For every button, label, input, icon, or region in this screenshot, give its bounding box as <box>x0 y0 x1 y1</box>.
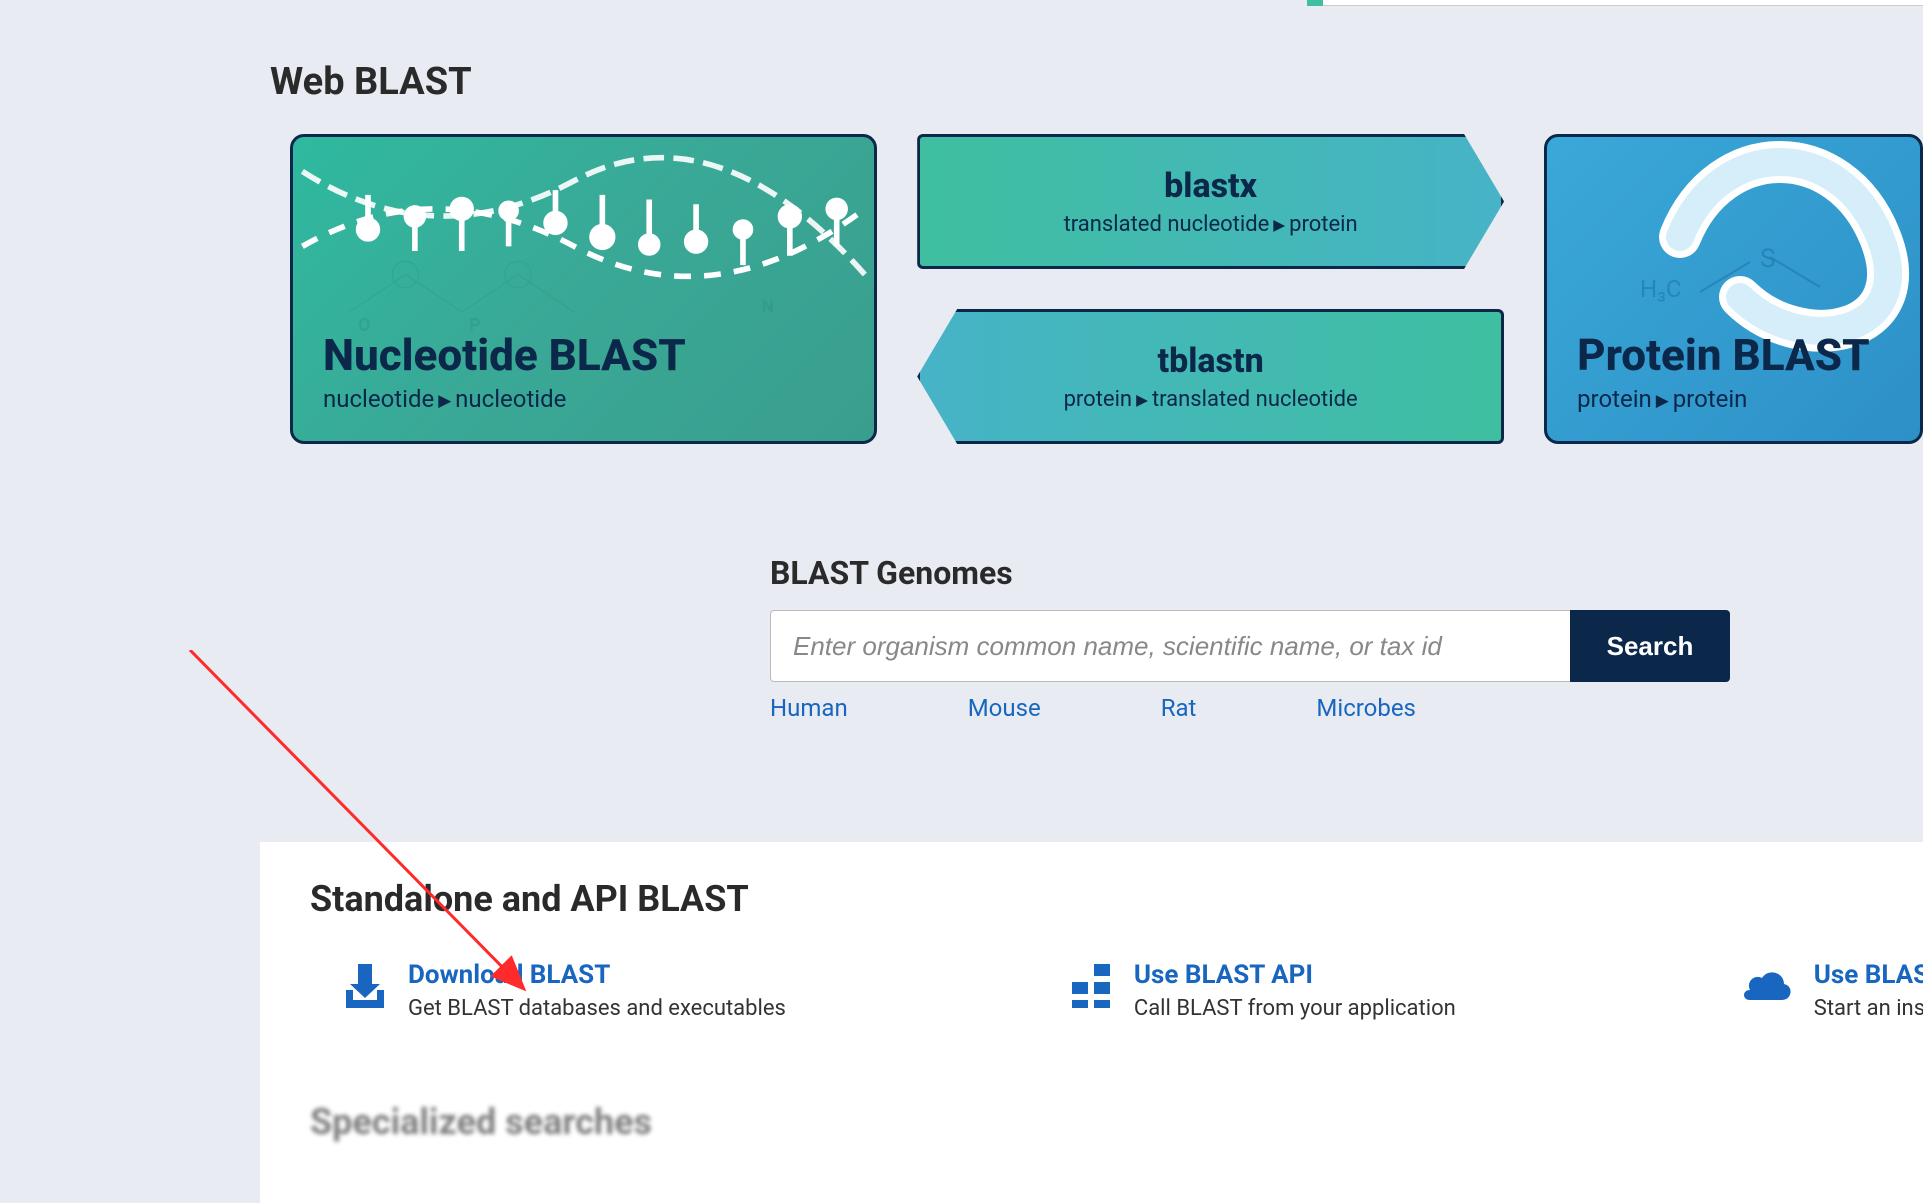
blast-cloud-item: Use BLAST in the Cloud Start an instance <box>1736 960 1923 1021</box>
blast-cloud-desc: Start an instance <box>1814 996 1923 1021</box>
nucleotide-card-text: Nucleotide BLAST nucleotide▶nucleotide <box>323 329 686 413</box>
api-blocks-icon <box>1066 960 1116 1010</box>
cloud-icon <box>1736 960 1796 1010</box>
tblastn-title: tblastn <box>1158 341 1264 381</box>
download-blast-link[interactable]: Download BLAST <box>408 960 786 990</box>
protein-card-title: Protein BLAST <box>1577 329 1870 381</box>
nucleotide-card-title: Nucleotide BLAST <box>323 329 686 381</box>
protein-card-subtitle: protein▶protein <box>1577 385 1870 413</box>
download-icon <box>340 960 390 1010</box>
standalone-heading: Standalone and API BLAST <box>310 878 1923 920</box>
web-blast-heading: Web BLAST <box>270 60 1923 104</box>
middle-arrow-column: blastx translated nucleotide▶protein tbl… <box>917 134 1504 444</box>
genome-link-human[interactable]: Human <box>770 694 848 722</box>
nucleotide-card-subtitle: nucleotide▶nucleotide <box>323 385 686 413</box>
genome-link-microbes[interactable]: Microbes <box>1316 694 1416 722</box>
download-blast-item: Download BLAST Get BLAST databases and e… <box>340 960 786 1021</box>
search-button[interactable]: Search <box>1570 610 1730 682</box>
blast-api-text: Use BLAST API Call BLAST from your appli… <box>1134 960 1456 1021</box>
dna-helix-icon: O P N <box>293 137 874 337</box>
protein-blast-card[interactable]: H₃C S Protein BLAST protein▶protein <box>1544 134 1923 444</box>
blast-api-desc: Call BLAST from your application <box>1134 996 1456 1021</box>
page-content: Web BLAST <box>0 0 1923 1203</box>
tblastn-subtitle: protein▶translated nucleotide <box>1064 387 1358 412</box>
blast-cloud-text: Use BLAST in the Cloud Start an instance <box>1814 960 1923 1021</box>
download-blast-desc: Get BLAST databases and executables <box>408 996 786 1021</box>
blastx-subtitle: translated nucleotide▶protein <box>1064 212 1358 237</box>
blast-genomes-heading: BLAST Genomes <box>770 554 1730 592</box>
svg-text:N: N <box>762 297 774 317</box>
specialized-searches-heading: Specialized searches <box>310 1101 1923 1143</box>
blast-api-item: Use BLAST API Call BLAST from your appli… <box>1066 960 1456 1021</box>
blastx-title: blastx <box>1164 166 1257 206</box>
blast-cloud-link[interactable]: Use BLAST in the Cloud <box>1814 960 1923 990</box>
nucleotide-blast-card[interactable]: O P N Nucleotide BLAST nucleotide▶nucleo… <box>290 134 877 444</box>
protein-card-text: Protein BLAST protein▶protein <box>1577 329 1870 413</box>
blast-cards-row: O P N Nucleotide BLAST nucleotide▶nucleo… <box>290 134 1923 444</box>
top-edge-decoration <box>1323 0 1923 6</box>
blast-genomes-section: BLAST Genomes Search Human Mouse Rat Mic… <box>770 554 1730 722</box>
organism-search-input[interactable] <box>770 610 1570 682</box>
blast-api-link[interactable]: Use BLAST API <box>1134 960 1456 990</box>
download-blast-text: Download BLAST Get BLAST databases and e… <box>408 960 786 1021</box>
genome-search-row: Search <box>770 610 1730 682</box>
standalone-items-row: Download BLAST Get BLAST databases and e… <box>340 960 1923 1021</box>
genome-quick-links: Human Mouse Rat Microbes <box>770 694 1730 722</box>
genome-link-rat[interactable]: Rat <box>1161 694 1197 722</box>
genome-link-mouse[interactable]: Mouse <box>968 694 1041 722</box>
standalone-api-section: Standalone and API BLAST Download BLAST … <box>260 842 1923 1203</box>
tblastn-card[interactable]: tblastn protein▶translated nucleotide <box>917 309 1504 444</box>
svg-text:H₃C: H₃C <box>1640 275 1682 303</box>
blastx-card[interactable]: blastx translated nucleotide▶protein <box>917 134 1504 269</box>
